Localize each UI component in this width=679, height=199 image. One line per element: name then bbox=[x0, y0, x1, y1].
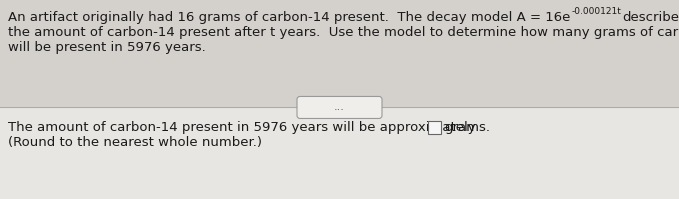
Text: describes: describes bbox=[622, 11, 679, 24]
Text: will be present in 5976 years.: will be present in 5976 years. bbox=[8, 41, 206, 54]
Bar bbox=[0, 107, 679, 199]
Text: -0.000121t: -0.000121t bbox=[572, 7, 622, 16]
FancyBboxPatch shape bbox=[297, 97, 382, 118]
Text: the amount of carbon-14 present after t years.  Use the model to determine how m: the amount of carbon-14 present after t … bbox=[8, 26, 679, 39]
Text: An artifact originally had 16 grams of carbon-14 present.  The decay model A = 1: An artifact originally had 16 grams of c… bbox=[8, 11, 570, 24]
Text: ...: ... bbox=[333, 102, 344, 112]
Text: (Round to the nearest whole number.): (Round to the nearest whole number.) bbox=[8, 137, 262, 149]
Bar bbox=[428, 121, 441, 135]
Bar bbox=[0, 0, 679, 107]
Text: grams.: grams. bbox=[444, 121, 490, 135]
Text: The amount of carbon-14 present in 5976 years will be approximately: The amount of carbon-14 present in 5976 … bbox=[8, 121, 480, 135]
